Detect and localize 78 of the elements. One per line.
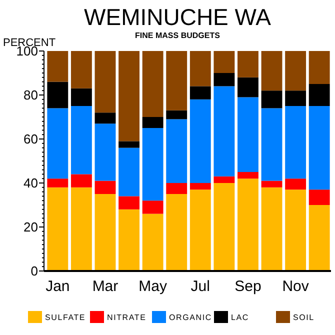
bar <box>261 90 282 108</box>
x-tick-label: Mar <box>92 278 118 295</box>
bar <box>308 106 330 190</box>
bar <box>166 51 188 110</box>
bar <box>47 108 68 179</box>
bar <box>285 178 306 190</box>
bar <box>118 209 140 271</box>
bar <box>94 112 116 124</box>
legend-label: ORGANIC <box>169 313 212 322</box>
bar <box>142 200 164 214</box>
x-tick-label: May <box>138 278 168 295</box>
bar <box>190 183 211 190</box>
bar <box>238 178 258 271</box>
x-tick-label: Nov <box>282 278 310 295</box>
bar <box>285 51 306 91</box>
bar <box>118 51 140 142</box>
bar <box>118 196 140 210</box>
bar <box>70 106 92 174</box>
bar <box>214 176 235 183</box>
bar <box>308 51 330 84</box>
bar <box>261 187 282 271</box>
x-tick-label: Jan <box>46 278 70 295</box>
bar <box>261 180 282 188</box>
bar <box>94 51 116 113</box>
chart-subtitle: FINE MASS BUDGETS <box>135 31 221 40</box>
bar <box>308 205 330 271</box>
bar <box>70 51 92 88</box>
bar <box>214 183 235 271</box>
bar <box>261 108 282 181</box>
bar <box>238 97 258 172</box>
bar <box>214 86 235 176</box>
bar <box>166 183 188 194</box>
bar <box>238 172 258 179</box>
bar <box>285 106 306 179</box>
bar <box>142 214 164 271</box>
bar <box>190 190 211 271</box>
bar <box>190 99 211 183</box>
bar <box>47 51 68 82</box>
bar <box>142 128 164 201</box>
bar <box>214 51 235 73</box>
bar <box>190 51 211 86</box>
legend-label: SULFATE <box>45 313 86 322</box>
bar <box>118 148 140 196</box>
bar <box>166 119 188 183</box>
bar <box>308 190 330 205</box>
bar <box>118 141 140 148</box>
y-tick-label: 60 <box>24 132 38 147</box>
bar <box>142 51 164 117</box>
bar <box>190 86 211 100</box>
bar <box>70 187 92 271</box>
x-tick-label: Jul <box>190 278 210 295</box>
x-tick-label: Sep <box>234 278 262 295</box>
bar <box>214 73 235 86</box>
y-tick-label: 0 <box>30 264 38 279</box>
bar <box>47 178 68 188</box>
bar <box>285 90 306 106</box>
bar <box>308 84 330 106</box>
y-tick-label: 20 <box>24 220 38 235</box>
y-tick-label: 40 <box>24 176 38 191</box>
bar <box>166 110 188 120</box>
bar <box>94 180 116 194</box>
legend-label: LAC <box>231 313 249 322</box>
legend-label: SOIL <box>293 313 314 322</box>
bar <box>285 190 306 271</box>
bar <box>238 77 258 98</box>
bar <box>47 82 68 108</box>
bar <box>47 187 68 271</box>
bar <box>238 51 258 78</box>
chart-title: WEMINUCHE WA <box>84 4 272 30</box>
bar <box>70 88 92 106</box>
legend-label: NITRATE <box>107 313 146 322</box>
bar <box>94 124 116 181</box>
y-tick-label: 80 <box>24 88 38 103</box>
bar <box>166 194 188 271</box>
bar <box>142 117 164 128</box>
bar <box>70 174 92 188</box>
bar <box>94 194 116 271</box>
bar <box>261 51 282 91</box>
